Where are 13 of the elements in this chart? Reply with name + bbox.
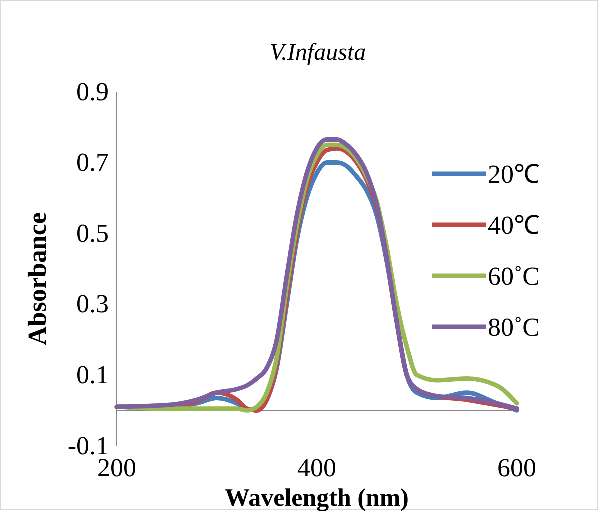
y-axis-title: Absorbance [23,212,52,346]
legend-label: 60˚C [488,262,540,291]
y-tick-label: 0.1 [76,360,109,390]
y-tick-label: 0.5 [76,218,109,248]
y-tick-label: 0.3 [76,290,109,319]
y-tick-label: 0.9 [76,77,109,106]
chart-title: V.Infausta [270,40,366,66]
x-tick-label: 600 [498,453,536,482]
legend-label: 20℃ [488,160,540,189]
x-tick-label: 400 [298,453,336,482]
legend-label: 40℃ [488,211,540,240]
legend-label: 80˚C [488,313,540,342]
y-tick-label: 0.7 [76,148,109,178]
